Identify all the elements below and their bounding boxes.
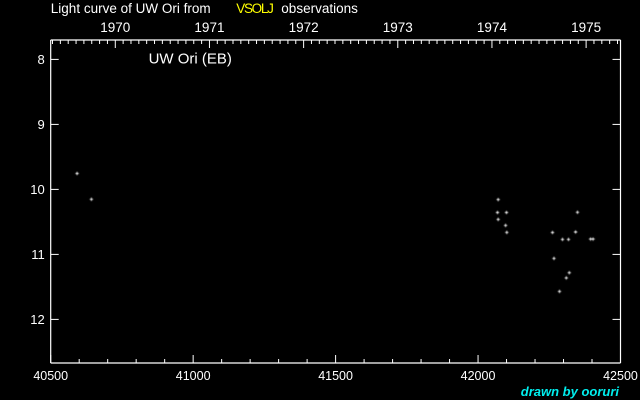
svg-text:1971: 1971	[194, 20, 224, 35]
svg-text:Light curve of UW Ori from: Light curve of UW Ori from	[51, 1, 211, 16]
svg-text:1972: 1972	[289, 20, 319, 35]
svg-text:VSOLJ: VSOLJ	[236, 1, 273, 16]
svg-text:1975: 1975	[571, 20, 601, 35]
svg-text:42000: 42000	[461, 369, 496, 383]
svg-text:1970: 1970	[100, 20, 130, 35]
svg-text:41000: 41000	[176, 369, 211, 383]
svg-text:41500: 41500	[318, 369, 353, 383]
svg-text:9: 9	[37, 117, 44, 132]
svg-text:1973: 1973	[383, 20, 413, 35]
svg-text:UW Ori (EB): UW Ori (EB)	[149, 51, 232, 68]
svg-text:10: 10	[30, 182, 44, 197]
svg-text:drawn by ooruri: drawn by ooruri	[521, 384, 620, 399]
svg-text:8: 8	[37, 52, 44, 67]
svg-text:observations: observations	[281, 1, 358, 16]
svg-text:42500: 42500	[603, 369, 638, 383]
svg-text:1974: 1974	[477, 20, 508, 35]
svg-text:12: 12	[30, 312, 44, 327]
svg-text:11: 11	[31, 247, 45, 262]
svg-text:40500: 40500	[33, 369, 68, 383]
